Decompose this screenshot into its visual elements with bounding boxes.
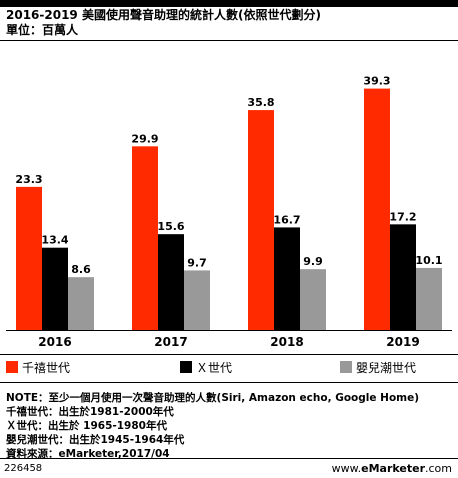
legend-swatch-millennials [6, 361, 18, 373]
bar-millennials-2016 [16, 186, 42, 330]
chart-subtitle: 單位：百萬人 [6, 23, 79, 37]
footer-divider [0, 458, 458, 459]
note-line: 資料來源：eMarketer,2017/04 [6, 448, 170, 460]
brand-suffix: .com [425, 462, 452, 475]
bar-gen-x-2018 [274, 227, 300, 330]
data-label-millennials-2019: 39.3 [363, 75, 390, 88]
legend-item-millennials: 千禧世代 [6, 359, 70, 375]
legend-item-boomers: 嬰兒潮世代 [340, 359, 416, 375]
data-label-boomers-2018: 9.9 [303, 255, 323, 268]
legend-top-divider [0, 354, 458, 355]
bar-millennials-2018 [248, 110, 274, 330]
brand-name: eMarketer [361, 462, 425, 475]
legend-label-millennials: 千禧世代 [22, 360, 71, 375]
legend-item-gen-x: Ｘ世代 [180, 359, 232, 375]
top-bar [0, 0, 458, 7]
x-tick-label-2019: 2019 [386, 335, 419, 349]
bar-boomers-2016 [68, 277, 94, 330]
note-line: NOTE：至少一個月使用一次聲音助理的人數(Siri, Amazon echo,… [6, 392, 420, 404]
bar-gen-x-2019 [390, 224, 416, 330]
bar-boomers-2018 [300, 269, 326, 330]
brand-url: www.eMarketer.com [332, 462, 452, 475]
data-label-gen-x-2017: 15.6 [157, 220, 184, 233]
data-label-gen-x-2018: 16.7 [273, 213, 300, 226]
note-line: 千禧世代：出生於1981-2000年代 [6, 406, 174, 418]
x-tick-label-2018: 2018 [270, 335, 303, 349]
bar-millennials-2017 [132, 146, 158, 330]
legend-label-gen-x: Ｘ世代 [196, 360, 233, 375]
note-line: 嬰兒潮世代：出生於1945-1964年代 [6, 434, 185, 446]
bar-boomers-2019 [416, 267, 442, 330]
data-label-gen-x-2019: 17.2 [389, 210, 416, 223]
data-label-gen-x-2016: 13.4 [41, 234, 68, 247]
chart-title: 2016-2019 美國使用聲音助理的統計人數(依照世代劃分) [6, 8, 321, 22]
header-divider [0, 40, 458, 41]
notes-block: NOTE：至少一個月使用一次聲音助理的人數(Siri, Amazon echo,… [6, 391, 419, 461]
bar-gen-x-2016 [42, 247, 68, 330]
notes-top-divider [0, 382, 458, 383]
bar-chart: 23.3 13.4 8.6 2016 29.9 15.6 9.7 2017 35.8 16.7 9.… [6, 75, 452, 349]
legend-swatch-gen-x [180, 361, 192, 373]
bar-millennials-2019 [364, 88, 390, 330]
data-label-boomers-2016: 8.6 [71, 263, 91, 276]
data-label-boomers-2019: 10.1 [415, 254, 442, 267]
bar-gen-x-2017 [158, 234, 184, 330]
data-label-millennials-2016: 23.3 [15, 173, 42, 186]
x-tick-label-2016: 2016 [38, 335, 71, 349]
brand-prefix: www. [331, 462, 362, 475]
legend-swatch-boomers [340, 361, 352, 373]
data-label-millennials-2017: 29.9 [131, 132, 158, 145]
bar-boomers-2017 [184, 270, 210, 330]
chart-id: 226458 [4, 463, 43, 474]
x-tick-label-2017: 2017 [154, 335, 187, 349]
note-line: Ｘ世代：出生於 1965-1980年代 [6, 420, 167, 432]
legend-label-boomers: 嬰兒潮世代 [356, 360, 417, 375]
data-label-boomers-2017: 9.7 [187, 256, 207, 269]
data-label-millennials-2018: 35.8 [247, 96, 274, 109]
